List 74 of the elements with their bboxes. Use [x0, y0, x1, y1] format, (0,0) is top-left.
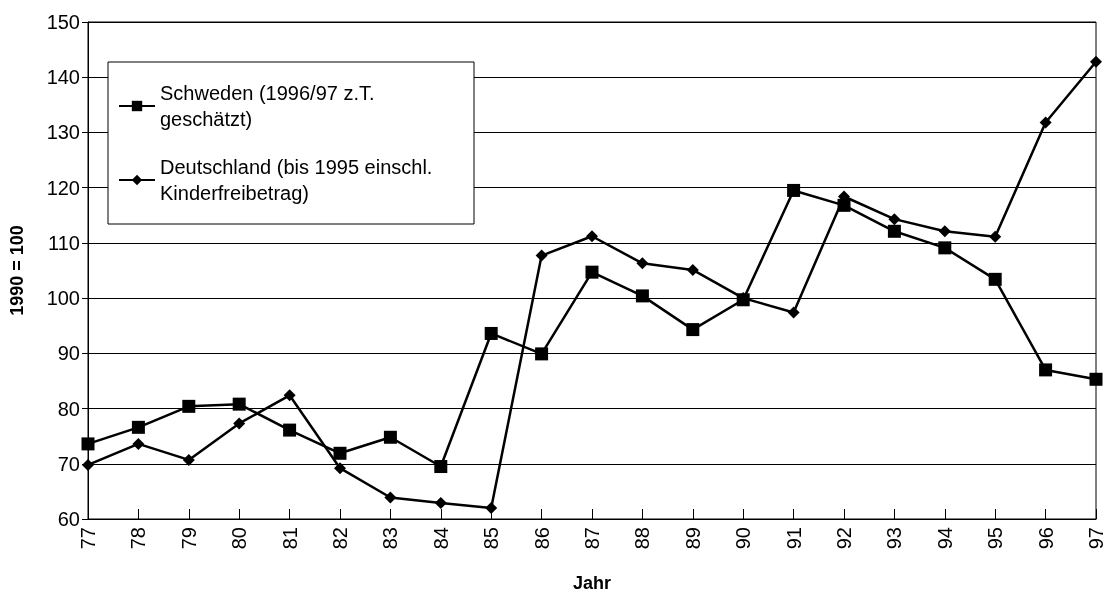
y-tick-label: 80 [57, 397, 80, 420]
x-tick-label: 80 [228, 527, 251, 550]
x-tick-label: 85 [480, 527, 503, 550]
point [82, 458, 94, 471]
point [888, 213, 901, 226]
point [484, 326, 498, 340]
point [787, 183, 801, 197]
y-tick-label: 140 [46, 66, 80, 89]
point [233, 417, 246, 430]
x-tick-label: 97 [1085, 527, 1107, 550]
point [283, 389, 296, 402]
point [334, 462, 346, 475]
point [1039, 363, 1053, 377]
legend-label: Schweden (1996/97 z.T. geschätzt) [160, 82, 381, 130]
point [635, 289, 649, 303]
point [585, 265, 599, 279]
point [333, 446, 347, 460]
y-tick-label: 130 [46, 121, 80, 144]
point [434, 496, 447, 509]
legend-label: Deutschland (bis 1995 einschl. Kinderfreibetrag) [160, 156, 438, 204]
point [1090, 55, 1102, 68]
y-tick-label: 70 [57, 452, 80, 475]
point [182, 399, 196, 413]
x-tick-label: 92 [833, 527, 855, 550]
x-tick-label: 94 [933, 527, 956, 550]
point [283, 423, 297, 437]
y-tick-label: 120 [46, 176, 80, 199]
point [887, 224, 901, 238]
x-tick-label: 84 [429, 527, 452, 550]
point [837, 198, 851, 212]
y-tick-label: 110 [48, 231, 80, 254]
point [686, 323, 700, 337]
point [132, 437, 145, 450]
y-tick-label: 150 [46, 11, 80, 33]
y-tick-label: 100 [46, 287, 80, 310]
point [1039, 116, 1052, 129]
point [434, 460, 448, 474]
point [383, 430, 397, 444]
point [938, 241, 952, 255]
x-tick-label: 79 [177, 527, 200, 550]
point [988, 272, 1002, 286]
x-tick-label: 88 [631, 527, 654, 550]
x-tick-label: 82 [329, 527, 351, 550]
x-tick-label: 93 [883, 527, 906, 550]
y-tick-label: 60 [57, 508, 80, 530]
point [535, 249, 548, 262]
x-tick-label: 89 [681, 527, 704, 550]
x-tick-label: 78 [127, 527, 150, 550]
x-tick-label: 87 [581, 527, 603, 550]
point [535, 347, 549, 361]
x-tick-label: 91 [782, 527, 805, 550]
point [232, 397, 246, 411]
point [686, 263, 699, 276]
point [636, 257, 649, 270]
point [131, 420, 145, 434]
x-tick-label: 96 [1034, 527, 1057, 550]
x-tick-label: 86 [530, 527, 553, 550]
x-tick-label: 95 [984, 527, 1007, 550]
point [938, 225, 951, 238]
x-tick-label: 90 [732, 527, 755, 550]
point [586, 230, 598, 243]
y-tick-label: 90 [57, 342, 80, 365]
y-axis-title: 1990 = 100 [7, 225, 27, 316]
point [989, 230, 1002, 243]
x-axis-title: Jahr [572, 573, 612, 593]
point [787, 306, 800, 319]
x-tick-label: 77 [77, 527, 99, 550]
point [384, 491, 397, 504]
point [1089, 372, 1103, 386]
point [81, 437, 95, 451]
x-tick-label: 81 [278, 527, 301, 550]
point [485, 501, 498, 514]
point [182, 453, 195, 466]
x-tick-label: 83 [379, 527, 402, 550]
